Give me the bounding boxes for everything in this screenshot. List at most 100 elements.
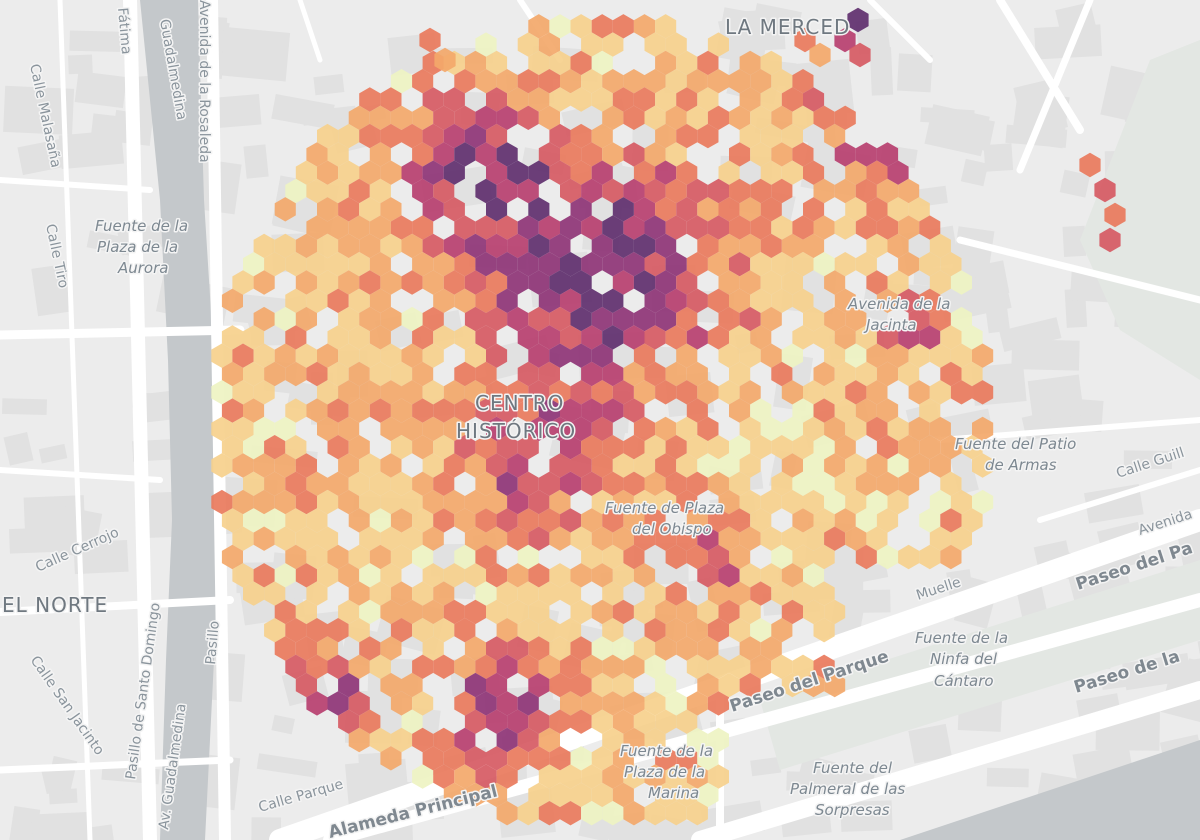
hex-cell[interactable]	[338, 123, 360, 149]
hex-cell[interactable]	[581, 471, 603, 496]
hex-cell[interactable]	[274, 416, 296, 442]
hex-cell[interactable]	[221, 544, 243, 570]
hex-cell[interactable]	[285, 471, 307, 496]
hex-cell[interactable]	[707, 288, 729, 313]
hex-cell[interactable]	[369, 105, 391, 130]
hex-cell[interactable]	[221, 325, 243, 350]
hex-cell[interactable]	[517, 32, 539, 57]
hex-cell[interactable]	[232, 416, 254, 442]
hex-cell[interactable]	[803, 380, 825, 405]
hex-cell[interactable]	[623, 471, 645, 496]
hex-cell[interactable]	[327, 142, 349, 167]
hex-cell[interactable]	[602, 471, 624, 496]
hex-cell[interactable]	[369, 142, 391, 167]
hex-cell[interactable]	[739, 270, 761, 295]
hex-cell[interactable]	[464, 526, 486, 551]
hex-cell[interactable]	[908, 197, 930, 222]
hex-cell[interactable]	[771, 618, 793, 643]
hex-cell[interactable]	[390, 544, 413, 570]
hex-cell[interactable]	[760, 233, 782, 259]
hex-cell[interactable]	[644, 727, 666, 753]
hex-cell[interactable]	[338, 489, 360, 515]
hex-cell[interactable]	[898, 288, 920, 313]
hex-cell[interactable]	[940, 325, 962, 350]
hex-cell[interactable]	[950, 489, 972, 515]
hex-cell[interactable]	[866, 526, 888, 551]
hex-cell[interactable]	[327, 288, 349, 313]
hex-cell[interactable]	[612, 782, 634, 808]
hex-cell[interactable]	[359, 160, 381, 185]
hex-cell[interactable]	[581, 435, 603, 460]
hex-cell[interactable]	[633, 453, 656, 478]
hex-cell[interactable]	[581, 801, 603, 826]
hex-cell[interactable]	[697, 453, 719, 478]
hex-cell[interactable]	[570, 380, 592, 405]
hex-cell[interactable]	[898, 215, 920, 240]
hex-cell[interactable]	[369, 398, 391, 423]
hex-cell[interactable]	[612, 197, 634, 222]
hex-cell[interactable]	[676, 709, 698, 734]
hex-cell[interactable]	[380, 270, 402, 295]
hex-cell[interactable]	[612, 746, 634, 771]
hex-cell[interactable]	[676, 489, 698, 515]
hex-cell[interactable]	[591, 306, 613, 332]
hex-cell[interactable]	[792, 142, 814, 167]
hex-cell[interactable]	[591, 123, 613, 149]
hex-cell[interactable]	[581, 69, 603, 94]
hex-cell[interactable]	[422, 380, 444, 405]
hex-cell[interactable]	[560, 508, 582, 533]
hex-cell[interactable]	[306, 654, 328, 679]
hex-cell[interactable]	[422, 87, 444, 112]
hex-cell[interactable]	[306, 544, 328, 570]
hex-cell[interactable]	[422, 306, 444, 332]
hex-cell[interactable]	[454, 508, 476, 533]
hex-cell[interactable]	[655, 672, 677, 698]
hex-cell[interactable]	[591, 50, 613, 76]
hex-cell[interactable]	[274, 636, 296, 661]
hex-cell[interactable]	[623, 215, 645, 240]
hex-cell[interactable]	[317, 197, 339, 222]
hex-cell[interactable]	[809, 42, 831, 68]
hex-cell[interactable]	[633, 599, 656, 625]
hex-cell[interactable]	[644, 69, 666, 94]
hex-cell[interactable]	[507, 453, 529, 478]
hex-cell[interactable]	[380, 746, 402, 771]
hex-cell[interactable]	[855, 215, 877, 240]
hex-cell[interactable]	[676, 306, 698, 332]
hex-cell[interactable]	[538, 618, 560, 643]
hex-cell[interactable]	[538, 325, 560, 350]
hex-cell[interactable]	[306, 618, 328, 643]
hex-cell[interactable]	[591, 709, 613, 734]
hex-cell[interactable]	[306, 508, 328, 533]
hex-cell[interactable]	[570, 123, 592, 149]
hex-cell[interactable]	[707, 32, 729, 57]
hex-cell[interactable]	[707, 471, 729, 496]
hex-cell[interactable]	[486, 672, 508, 698]
hex-cell[interactable]	[633, 306, 656, 332]
hex-cell[interactable]	[454, 215, 476, 240]
hex-cell[interactable]	[697, 599, 719, 625]
hex-cell[interactable]	[422, 453, 444, 478]
hex-cell[interactable]	[419, 27, 441, 53]
hex-cell[interactable]	[676, 599, 698, 625]
hex-cell[interactable]	[655, 50, 677, 76]
hex-cell[interactable]	[1104, 202, 1126, 228]
hex-cell[interactable]	[707, 325, 729, 350]
hex-cell[interactable]	[855, 471, 877, 496]
hex-cell[interactable]	[496, 435, 518, 460]
hex-cell[interactable]	[475, 581, 497, 606]
hex-cell[interactable]	[380, 563, 402, 588]
hex-density-layer[interactable]	[211, 7, 1126, 826]
hex-cell[interactable]	[243, 581, 265, 606]
hex-cell[interactable]	[295, 489, 317, 515]
hex-cell[interactable]	[866, 453, 888, 478]
hex-cell[interactable]	[771, 471, 793, 496]
hex-cell[interactable]	[834, 142, 856, 167]
hex-cell[interactable]	[359, 87, 381, 112]
hex-cell[interactable]	[507, 526, 529, 551]
hex-cell[interactable]	[739, 50, 761, 76]
hex-cell[interactable]	[602, 508, 624, 533]
hex-cell[interactable]	[686, 508, 708, 533]
hex-cell[interactable]	[855, 142, 877, 167]
hex-cell[interactable]	[750, 618, 772, 643]
